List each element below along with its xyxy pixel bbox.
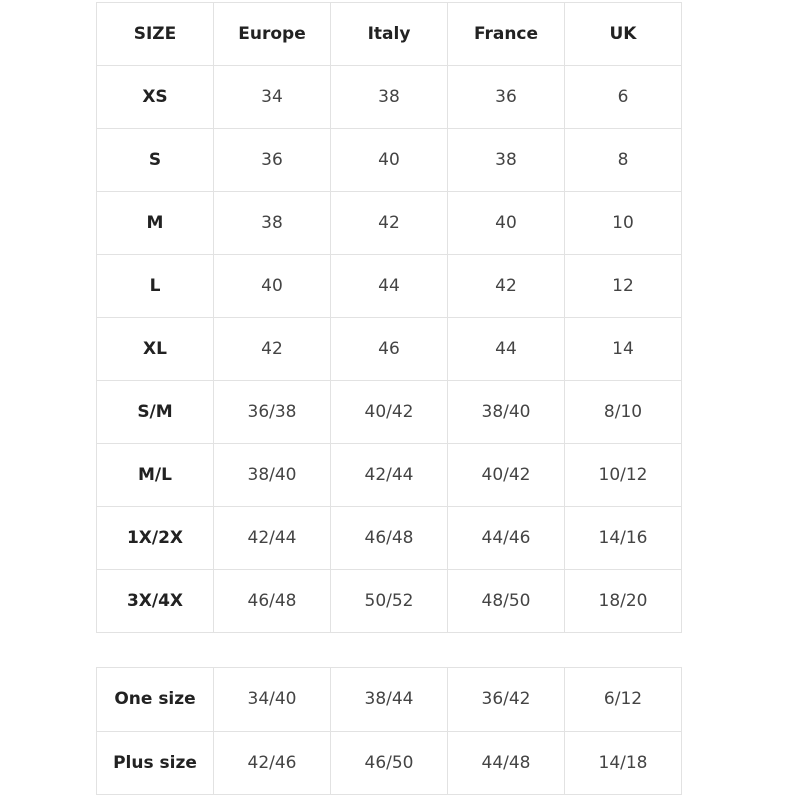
column-header: Italy xyxy=(330,2,448,66)
size-value-cell: 44 xyxy=(330,254,448,318)
size-value-cell: 10 xyxy=(564,191,682,255)
size-value-cell: 8/10 xyxy=(564,380,682,444)
column-header: France xyxy=(447,2,565,66)
size-value-cell: 46/48 xyxy=(213,569,331,633)
size-value-cell: 40 xyxy=(330,128,448,192)
table-row: L 40 44 42 12 xyxy=(96,254,682,318)
size-value-cell: 48/50 xyxy=(447,569,565,633)
size-label-cell: 1X/2X xyxy=(96,506,214,570)
size-value-cell: 42/46 xyxy=(213,730,331,795)
table-row: 1X/2X 42/44 46/48 44/46 14/16 xyxy=(96,506,682,570)
size-value-cell: 36/42 xyxy=(447,667,565,732)
size-value-cell: 40 xyxy=(213,254,331,318)
size-label-cell: XL xyxy=(96,317,214,381)
table-row: M/L 38/40 42/44 40/42 10/12 xyxy=(96,443,682,507)
size-value-cell: 8 xyxy=(564,128,682,192)
size-value-cell: 38 xyxy=(330,65,448,129)
table-row: S 36 40 38 8 xyxy=(96,128,682,192)
size-value-cell: 42 xyxy=(213,317,331,381)
size-value-cell: 44/46 xyxy=(447,506,565,570)
size-value-cell: 36/38 xyxy=(213,380,331,444)
table-row: XL 42 46 44 14 xyxy=(96,317,682,381)
size-value-cell: 42 xyxy=(447,254,565,318)
size-value-cell: 34 xyxy=(213,65,331,129)
size-value-cell: 38 xyxy=(213,191,331,255)
table-row: 3X/4X 46/48 50/52 48/50 18/20 xyxy=(96,569,682,633)
size-value-cell: 38/40 xyxy=(213,443,331,507)
size-value-cell: 18/20 xyxy=(564,569,682,633)
size-value-cell: 40 xyxy=(447,191,565,255)
size-value-cell: 14/18 xyxy=(564,730,682,795)
column-header: Europe xyxy=(213,2,331,66)
size-value-cell: 40/42 xyxy=(447,443,565,507)
column-header: UK xyxy=(564,2,682,66)
size-chart-table: SIZE Europe Italy France UK XS 34 38 36 6 S 36 40 38… xyxy=(96,2,682,633)
size-value-cell: 36 xyxy=(447,65,565,129)
size-value-cell: 14 xyxy=(564,317,682,381)
size-value-cell: 14/16 xyxy=(564,506,682,570)
size-value-cell: 34/40 xyxy=(213,667,331,732)
size-value-cell: 6/12 xyxy=(564,667,682,732)
table-row: Plus size 42/46 46/50 44/48 14/18 xyxy=(96,730,682,795)
header-row: SIZE Europe Italy France UK xyxy=(96,2,682,66)
size-label-cell: M xyxy=(96,191,214,255)
size-value-cell: 38/44 xyxy=(330,667,448,732)
size-value-cell: 42/44 xyxy=(330,443,448,507)
size-value-cell: 38/40 xyxy=(447,380,565,444)
size-value-cell: 40/42 xyxy=(330,380,448,444)
size-value-cell: 42/44 xyxy=(213,506,331,570)
size-value-cell: 42 xyxy=(330,191,448,255)
size-label-cell: L xyxy=(96,254,214,318)
size-value-cell: 38 xyxy=(447,128,565,192)
size-value-cell: 12 xyxy=(564,254,682,318)
table-row: S/M 36/38 40/42 38/40 8/10 xyxy=(96,380,682,444)
size-label-cell: XS xyxy=(96,65,214,129)
size-value-cell: 50/52 xyxy=(330,569,448,633)
size-label-cell: One size xyxy=(96,667,214,732)
size-label-cell: Plus size xyxy=(96,730,214,795)
size-value-cell: 46/48 xyxy=(330,506,448,570)
table-row: One size 34/40 38/44 36/42 6/12 xyxy=(96,667,682,732)
size-value-cell: 46 xyxy=(330,317,448,381)
size-label-cell: 3X/4X xyxy=(96,569,214,633)
size-value-cell: 36 xyxy=(213,128,331,192)
size-value-cell: 44/48 xyxy=(447,730,565,795)
size-label-cell: S/M xyxy=(96,380,214,444)
size-value-cell: 46/50 xyxy=(330,730,448,795)
size-label-cell: M/L xyxy=(96,443,214,507)
size-value-cell: 6 xyxy=(564,65,682,129)
size-value-cell: 44 xyxy=(447,317,565,381)
column-header: SIZE xyxy=(96,2,214,66)
special-sizes-table: One size 34/40 38/44 36/42 6/12 Plus size 42/4… xyxy=(96,667,682,795)
table-row: XS 34 38 36 6 xyxy=(96,65,682,129)
size-value-cell: 10/12 xyxy=(564,443,682,507)
table-row: M 38 42 40 10 xyxy=(96,191,682,255)
size-label-cell: S xyxy=(96,128,214,192)
